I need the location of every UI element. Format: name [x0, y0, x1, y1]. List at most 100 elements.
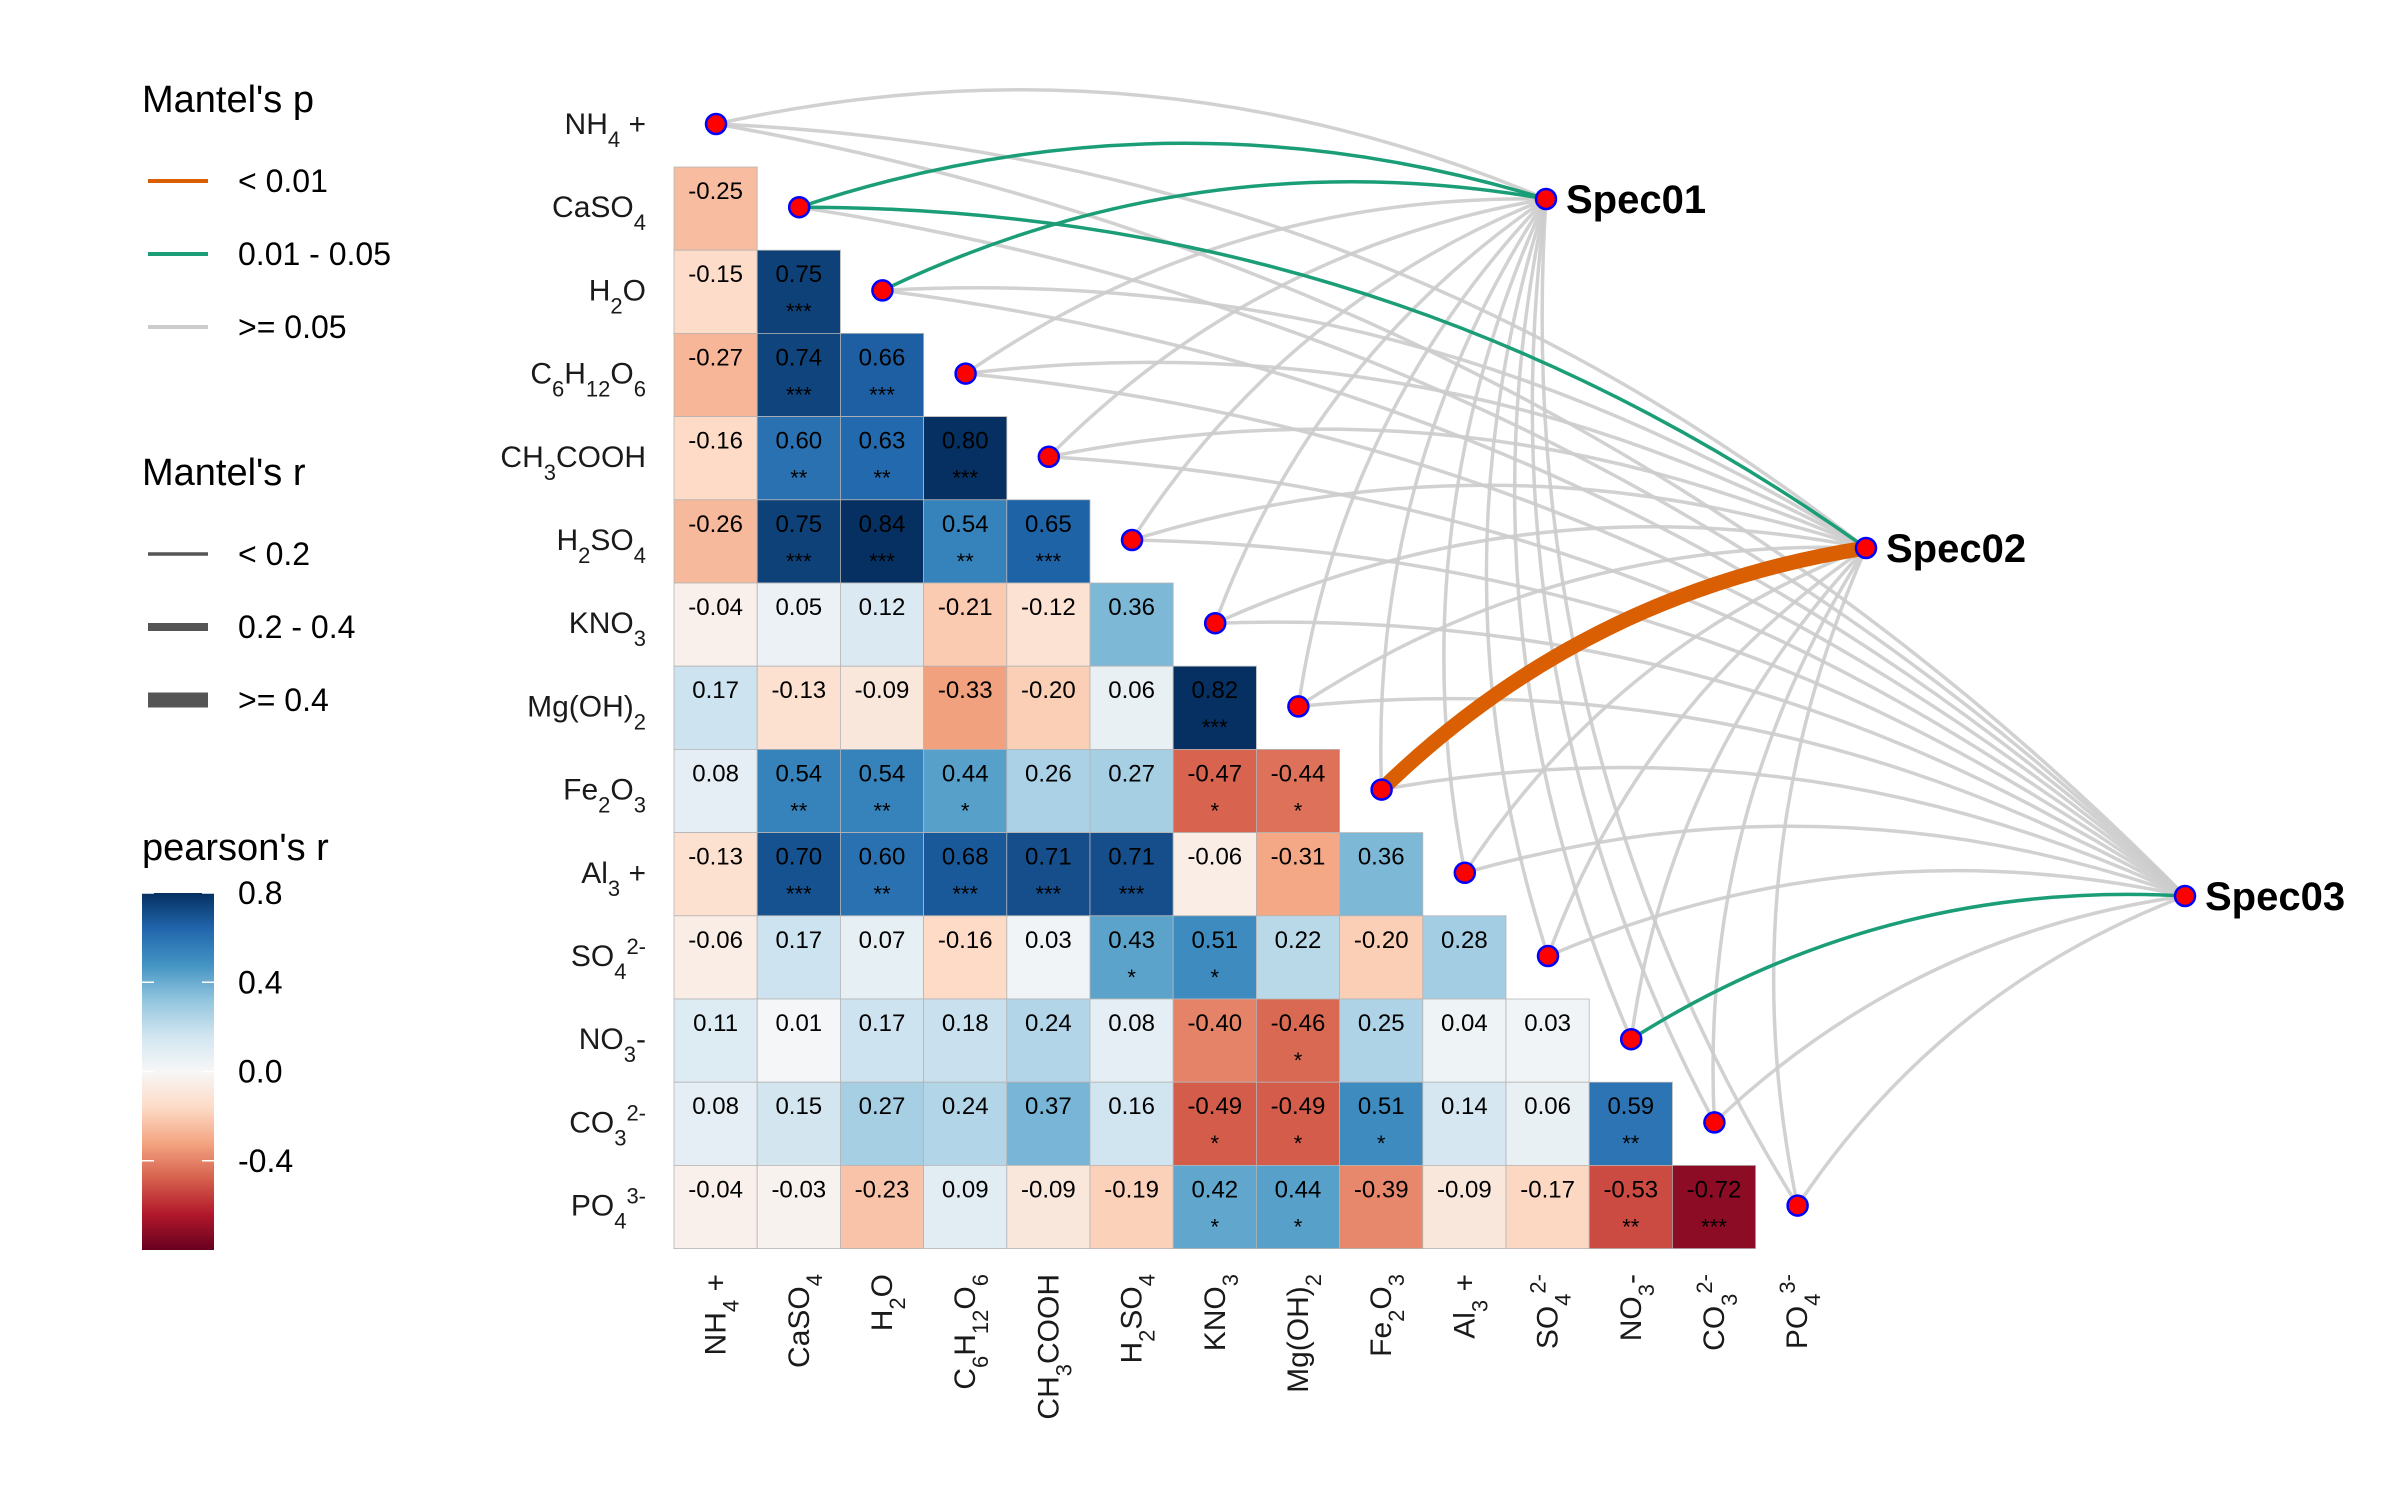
- cell-value: 0.08: [692, 1093, 739, 1120]
- x-axis-label: Al3 +: [1448, 1274, 1492, 1339]
- heatmap-cell: -0.16: [673, 416, 758, 501]
- cell-value: 0.37: [1025, 1093, 1072, 1120]
- cell-rect: [1672, 1165, 1757, 1250]
- cell-rect: [756, 832, 841, 917]
- cell-rect: [1089, 915, 1174, 1000]
- cell-value: -0.20: [1354, 927, 1409, 954]
- cell-rect: [1006, 665, 1091, 750]
- cell-value: 0.05: [775, 594, 822, 621]
- variable-node: [1370, 778, 1393, 801]
- heatmap-cell: 0.26: [1006, 749, 1091, 834]
- legend-mantel-r: Mantel's r < 0.2 0.2 - 0.4 >= 0.4: [142, 452, 355, 718]
- cell-value: 0.51: [1191, 927, 1238, 954]
- cell-value: -0.53: [1603, 1176, 1658, 1203]
- y-axis-label: Mg(OH)2: [527, 690, 646, 734]
- heatmap-cell: 0.71 ***: [1089, 832, 1174, 917]
- legend-pearson-tick-label: 0.8: [238, 875, 282, 911]
- heatmap-cell: 0.25: [1339, 998, 1424, 1083]
- cell-significance: ***: [1036, 549, 1062, 574]
- cell-significance: ***: [786, 299, 812, 324]
- heatmap-cell: 0.70 ***: [756, 832, 841, 917]
- cell-significance: *: [1294, 1214, 1303, 1239]
- cell-rect: [1422, 998, 1507, 1083]
- heatmap-cell: 0.54 **: [923, 499, 1008, 584]
- cell-value: 0.75: [775, 261, 822, 288]
- heatmap-cell: -0.12: [1006, 582, 1091, 667]
- legend-r-label: < 0.2: [238, 536, 310, 572]
- cell-rect: [1505, 1081, 1590, 1166]
- cell-value: -0.40: [1187, 1010, 1242, 1037]
- variable-node: [1037, 445, 1061, 469]
- heatmap-cell: -0.47 *: [1172, 749, 1257, 834]
- mantel-link: [714, 122, 1868, 550]
- heatmap-cell: -0.49 *: [1256, 1081, 1341, 1166]
- legend-pearson-tick-label: 0.0: [238, 1054, 282, 1090]
- cell-value: -0.04: [688, 1176, 743, 1203]
- heatmap-cell: 0.51 *: [1172, 915, 1257, 1000]
- cell-rect: [673, 998, 758, 1083]
- cell-rect: [1256, 749, 1341, 834]
- y-axis-label: KNO3: [569, 607, 646, 651]
- heatmap-cell: 0.66 ***: [840, 332, 925, 417]
- heatmap-cell: 0.44 *: [923, 749, 1008, 834]
- cell-value: 0.11: [693, 1010, 738, 1037]
- cell-value: 0.44: [942, 760, 989, 787]
- cell-value: 0.71: [1108, 844, 1155, 871]
- heatmap-cell: -0.27: [673, 332, 758, 417]
- mantel-link: [963, 360, 1868, 550]
- y-axis-label: NO3-: [579, 1023, 646, 1067]
- cell-value: 0.12: [859, 594, 906, 621]
- legend-pearson-tick-label: -0.4: [238, 1143, 293, 1179]
- cell-value: 0.60: [775, 428, 822, 455]
- cell-value: 0.36: [1358, 844, 1405, 871]
- mantel-link: [1711, 546, 1868, 1125]
- y-axis-label: NH4 +: [565, 108, 646, 152]
- variable-node: [871, 279, 894, 302]
- heatmap-cell: 0.24: [1006, 998, 1091, 1083]
- cell-value: 0.01: [775, 1010, 822, 1037]
- heatmap-cell: 0.75 ***: [756, 499, 841, 584]
- heatmap-cell: 0.54 **: [756, 749, 841, 834]
- cell-rect: [923, 1081, 1008, 1166]
- cell-value: -0.09: [855, 677, 910, 704]
- cell-rect: [923, 416, 1008, 501]
- heatmap-cell: 0.08: [673, 749, 758, 834]
- cell-value: 0.51: [1358, 1093, 1405, 1120]
- cell-value: 0.07: [859, 927, 906, 954]
- heatmap-cell: 0.27: [840, 1081, 925, 1166]
- cell-significance: ***: [869, 549, 895, 574]
- cell-value: 0.06: [1524, 1093, 1571, 1120]
- y-axis-label: PO43-: [571, 1183, 646, 1233]
- cell-value: -0.06: [688, 927, 743, 954]
- cell-rect: [1339, 915, 1424, 1000]
- heatmap-cell: 0.09: [923, 1165, 1008, 1250]
- cell-rect: [1505, 998, 1590, 1083]
- variable-node: [704, 112, 728, 136]
- cell-rect: [923, 749, 1008, 834]
- cell-value: 0.15: [775, 1093, 822, 1120]
- mantel-link: [1463, 824, 2187, 898]
- spec-label: Spec03: [2205, 875, 2345, 919]
- cell-value: -0.49: [1187, 1093, 1242, 1120]
- cell-value: 0.24: [1025, 1010, 1072, 1037]
- cell-value: -0.06: [1187, 844, 1242, 871]
- cell-rect: [840, 499, 925, 584]
- cell-value: 0.59: [1607, 1093, 1654, 1120]
- cell-value: 0.63: [859, 428, 906, 455]
- heatmap-cell: 0.60 **: [756, 416, 841, 501]
- cell-rect: [1006, 1165, 1091, 1250]
- mantel-link: [1795, 894, 2187, 1208]
- x-axis-label: H2O: [866, 1274, 910, 1331]
- heatmap-cell: 0.59 **: [1588, 1081, 1673, 1166]
- heatmap-cell: 0.08: [1089, 998, 1174, 1083]
- cell-significance: ***: [1701, 1214, 1727, 1239]
- cell-value: 0.27: [1108, 760, 1155, 787]
- cell-significance: ***: [952, 466, 978, 491]
- cell-rect: [756, 332, 841, 417]
- legend-r-label: 0.2 - 0.4: [238, 609, 355, 645]
- cell-rect: [1256, 832, 1341, 917]
- cell-value: 0.66: [859, 344, 906, 371]
- cell-value: 0.08: [692, 760, 739, 787]
- cell-value: -0.16: [688, 428, 743, 455]
- variable-node: [1703, 1111, 1726, 1134]
